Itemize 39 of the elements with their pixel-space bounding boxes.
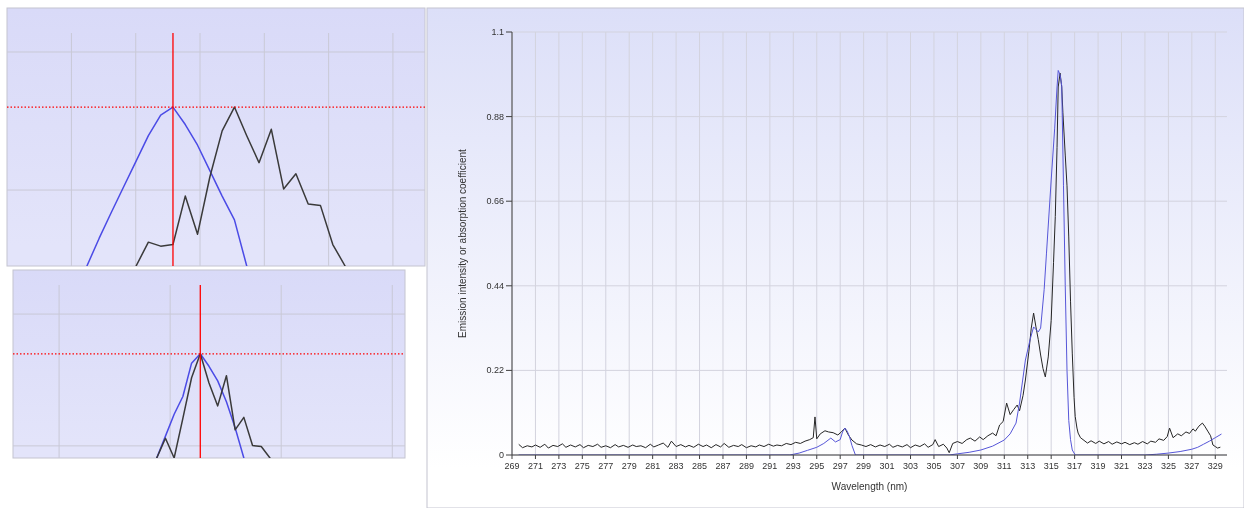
x-tick-label: 313: [1020, 461, 1036, 471]
y-axis-title: Emission intensity or absorption coefficient: [457, 148, 468, 338]
x-tick-label: 291: [762, 461, 778, 471]
y-tick-label: 0.66: [486, 196, 504, 207]
x-tick-label: 287: [715, 461, 731, 471]
y-tick-label: 0.44: [486, 280, 504, 291]
x-tick-label: 319: [1090, 461, 1106, 471]
x-tick-label: 283: [668, 461, 684, 471]
x-tick-label: 293: [785, 461, 801, 471]
x-tick-label: 275: [574, 461, 590, 471]
x-tick-label: 273: [551, 461, 567, 471]
x-axis-title: Wavelength (nm): [831, 481, 908, 492]
y-tick-label: 0.88: [486, 111, 504, 122]
x-tick-label: 277: [598, 461, 614, 471]
x-tick-label: 289: [738, 461, 754, 471]
x-tick-label: 309: [973, 461, 989, 471]
x-tick-label: 323: [1137, 461, 1153, 471]
x-tick-label: 281: [645, 461, 661, 471]
x-tick-label: 285: [692, 461, 708, 471]
x-tick-label: 269: [504, 461, 520, 471]
x-tick-label: 299: [856, 461, 872, 471]
x-tick-label: 297: [832, 461, 848, 471]
x-tick-label: 295: [809, 461, 825, 471]
x-tick-label: 329: [1207, 461, 1223, 471]
x-tick-label: 271: [527, 461, 543, 471]
x-tick-label: 303: [903, 461, 919, 471]
x-tick-label: 315: [1043, 461, 1059, 471]
x-tick-label: 279: [621, 461, 637, 471]
x-tick-label: 321: [1113, 461, 1130, 471]
x-tick-label: 317: [1067, 461, 1083, 471]
x-tick-label: 311: [997, 461, 1012, 471]
x-tick-label: 305: [926, 461, 942, 471]
x-tick-label: 301: [879, 461, 895, 471]
y-tick-label: 0.22: [486, 365, 504, 376]
x-tick-label: 325: [1160, 461, 1176, 471]
y-tick-label: 1.1: [491, 27, 504, 37]
y-tick-label: 0: [498, 450, 504, 460]
x-tick-label: 327: [1184, 461, 1200, 471]
x-tick-label: 307: [949, 461, 965, 471]
